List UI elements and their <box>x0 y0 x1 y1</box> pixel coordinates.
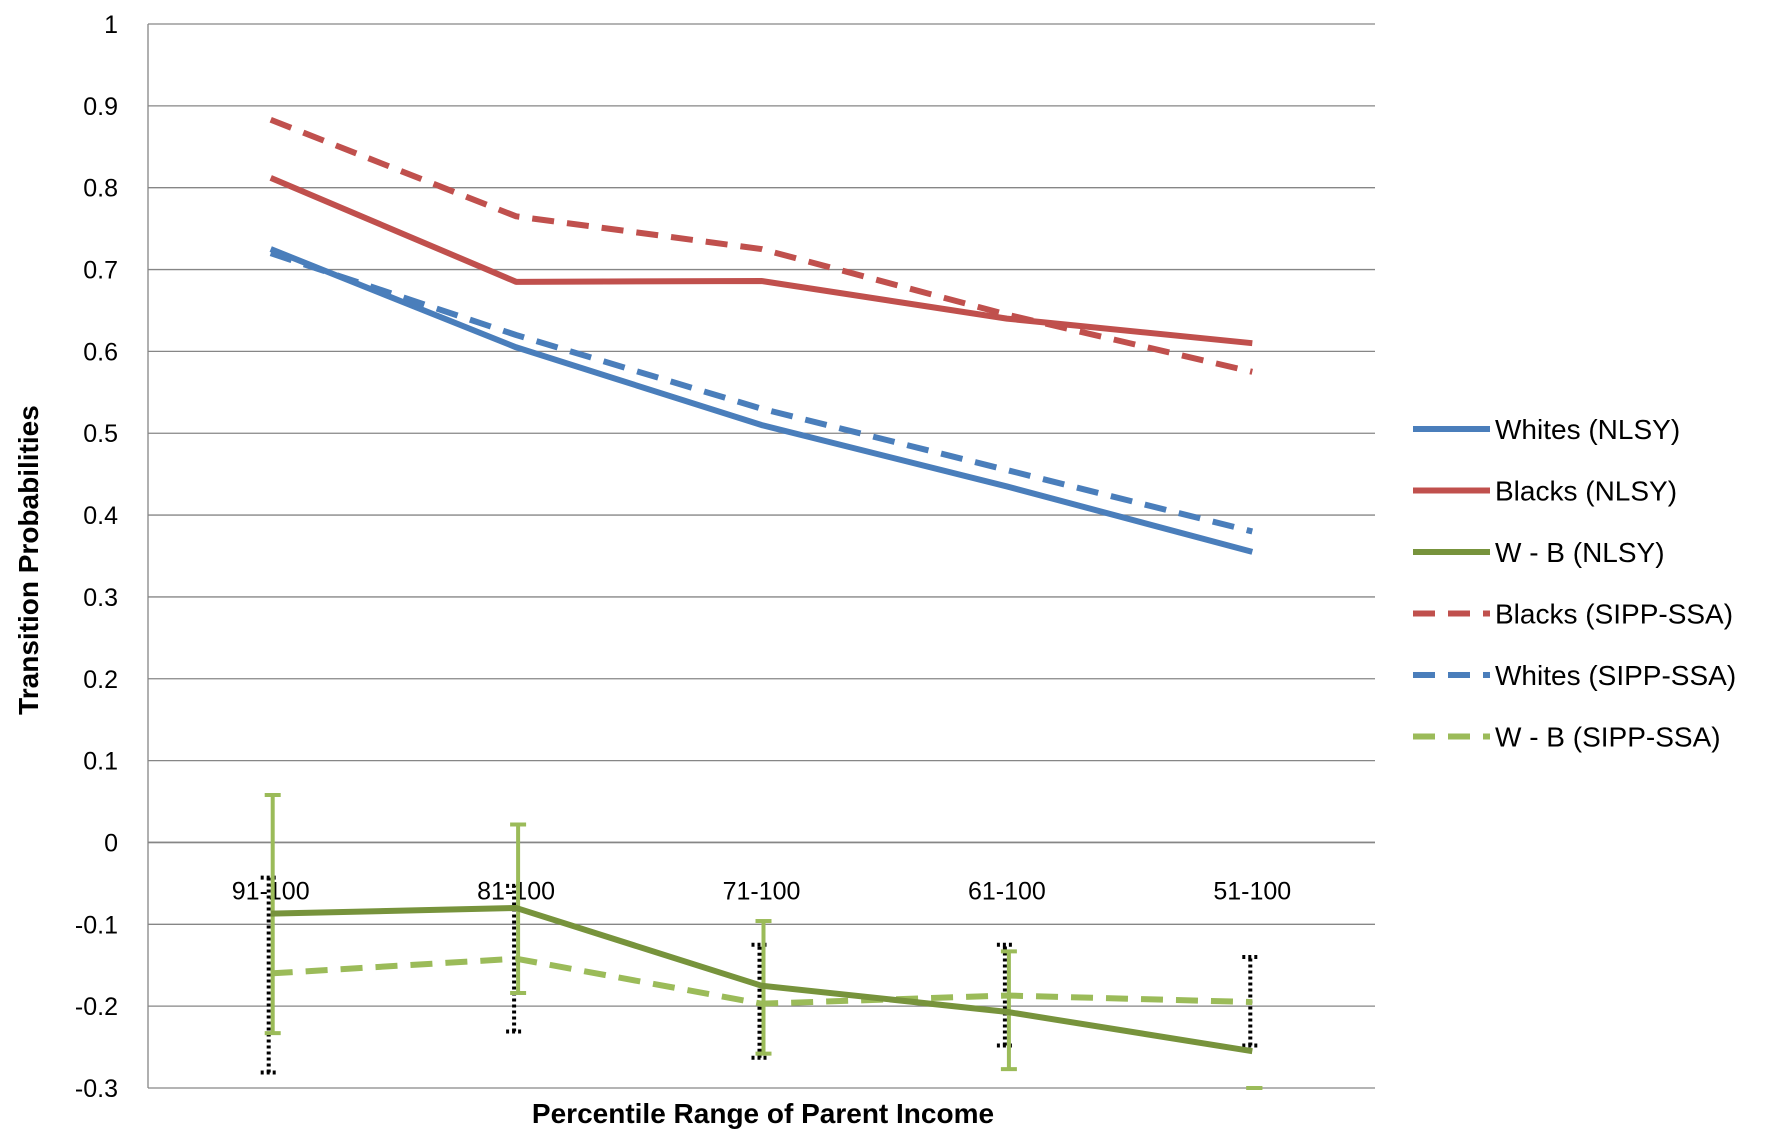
legend-item: W - B (SIPP-SSA) <box>1413 722 1721 753</box>
y-tick-label: 0.5 <box>83 420 118 448</box>
y-tick-label: 0.2 <box>83 666 118 694</box>
y-tick-label: 0 <box>104 829 118 857</box>
legend-item: W - B (NLSY) <box>1413 537 1665 568</box>
series-line-3 <box>269 116 1253 375</box>
y-axis-title: Transition Probabilities <box>13 405 44 715</box>
y-tick-label: -0.1 <box>75 911 118 939</box>
y-tick-label: 0.8 <box>83 175 118 203</box>
y-tick-label: 0.6 <box>83 338 118 366</box>
y-tick-label: 0.1 <box>83 748 118 776</box>
legend-label: W - B (NLSY) <box>1495 537 1665 568</box>
error-bars <box>260 792 1263 1090</box>
legend: Whites (NLSY) Blacks (NLSY) W - B (NLSY) Bl… <box>1413 414 1736 753</box>
series-line-0 <box>269 246 1254 555</box>
x-tick-label: 51-100 <box>1213 877 1291 905</box>
y-tick-label: 0.4 <box>83 502 118 530</box>
legend-item: Whites (SIPP-SSA) <box>1413 660 1736 691</box>
legend-label: Whites (SIPP-SSA) <box>1495 660 1736 691</box>
legend-item: Whites (NLSY) <box>1413 414 1680 445</box>
legend-item: Blacks (NLSY) <box>1413 476 1677 507</box>
y-tick-label: 1 <box>104 11 118 39</box>
legend-label: Blacks (NLSY) <box>1495 476 1677 507</box>
series-line-4 <box>269 250 1254 535</box>
x-axis-title: Percentile Range of Parent Income <box>532 1098 994 1129</box>
x-tick-label: 71-100 <box>723 877 801 905</box>
series-lines <box>269 116 1254 1055</box>
series-line-2 <box>270 904 1253 1055</box>
legend-item: Blacks (SIPP-SSA) <box>1413 599 1733 630</box>
y-tick-label: 0.7 <box>83 257 118 285</box>
y-tick-label: 0.9 <box>83 93 118 121</box>
y-tick-label: -0.2 <box>75 993 118 1021</box>
series-line-1 <box>269 175 1253 347</box>
y-tick-labels: 1 0.9 0.8 0.7 0.6 0.5 0.4 0.3 0.2 0.1 0 -0.1 -0.2 -0.… <box>75 11 118 1103</box>
y-tick-label: 0.3 <box>83 584 118 612</box>
legend-label: Whites (NLSY) <box>1495 414 1680 445</box>
legend-label: Blacks (SIPP-SSA) <box>1495 599 1733 630</box>
series-line-5 <box>270 955 1253 1007</box>
x-tick-label: 61-100 <box>968 877 1046 905</box>
y-tick-label: -0.3 <box>75 1075 118 1103</box>
legend-label: W - B (SIPP-SSA) <box>1495 722 1721 753</box>
